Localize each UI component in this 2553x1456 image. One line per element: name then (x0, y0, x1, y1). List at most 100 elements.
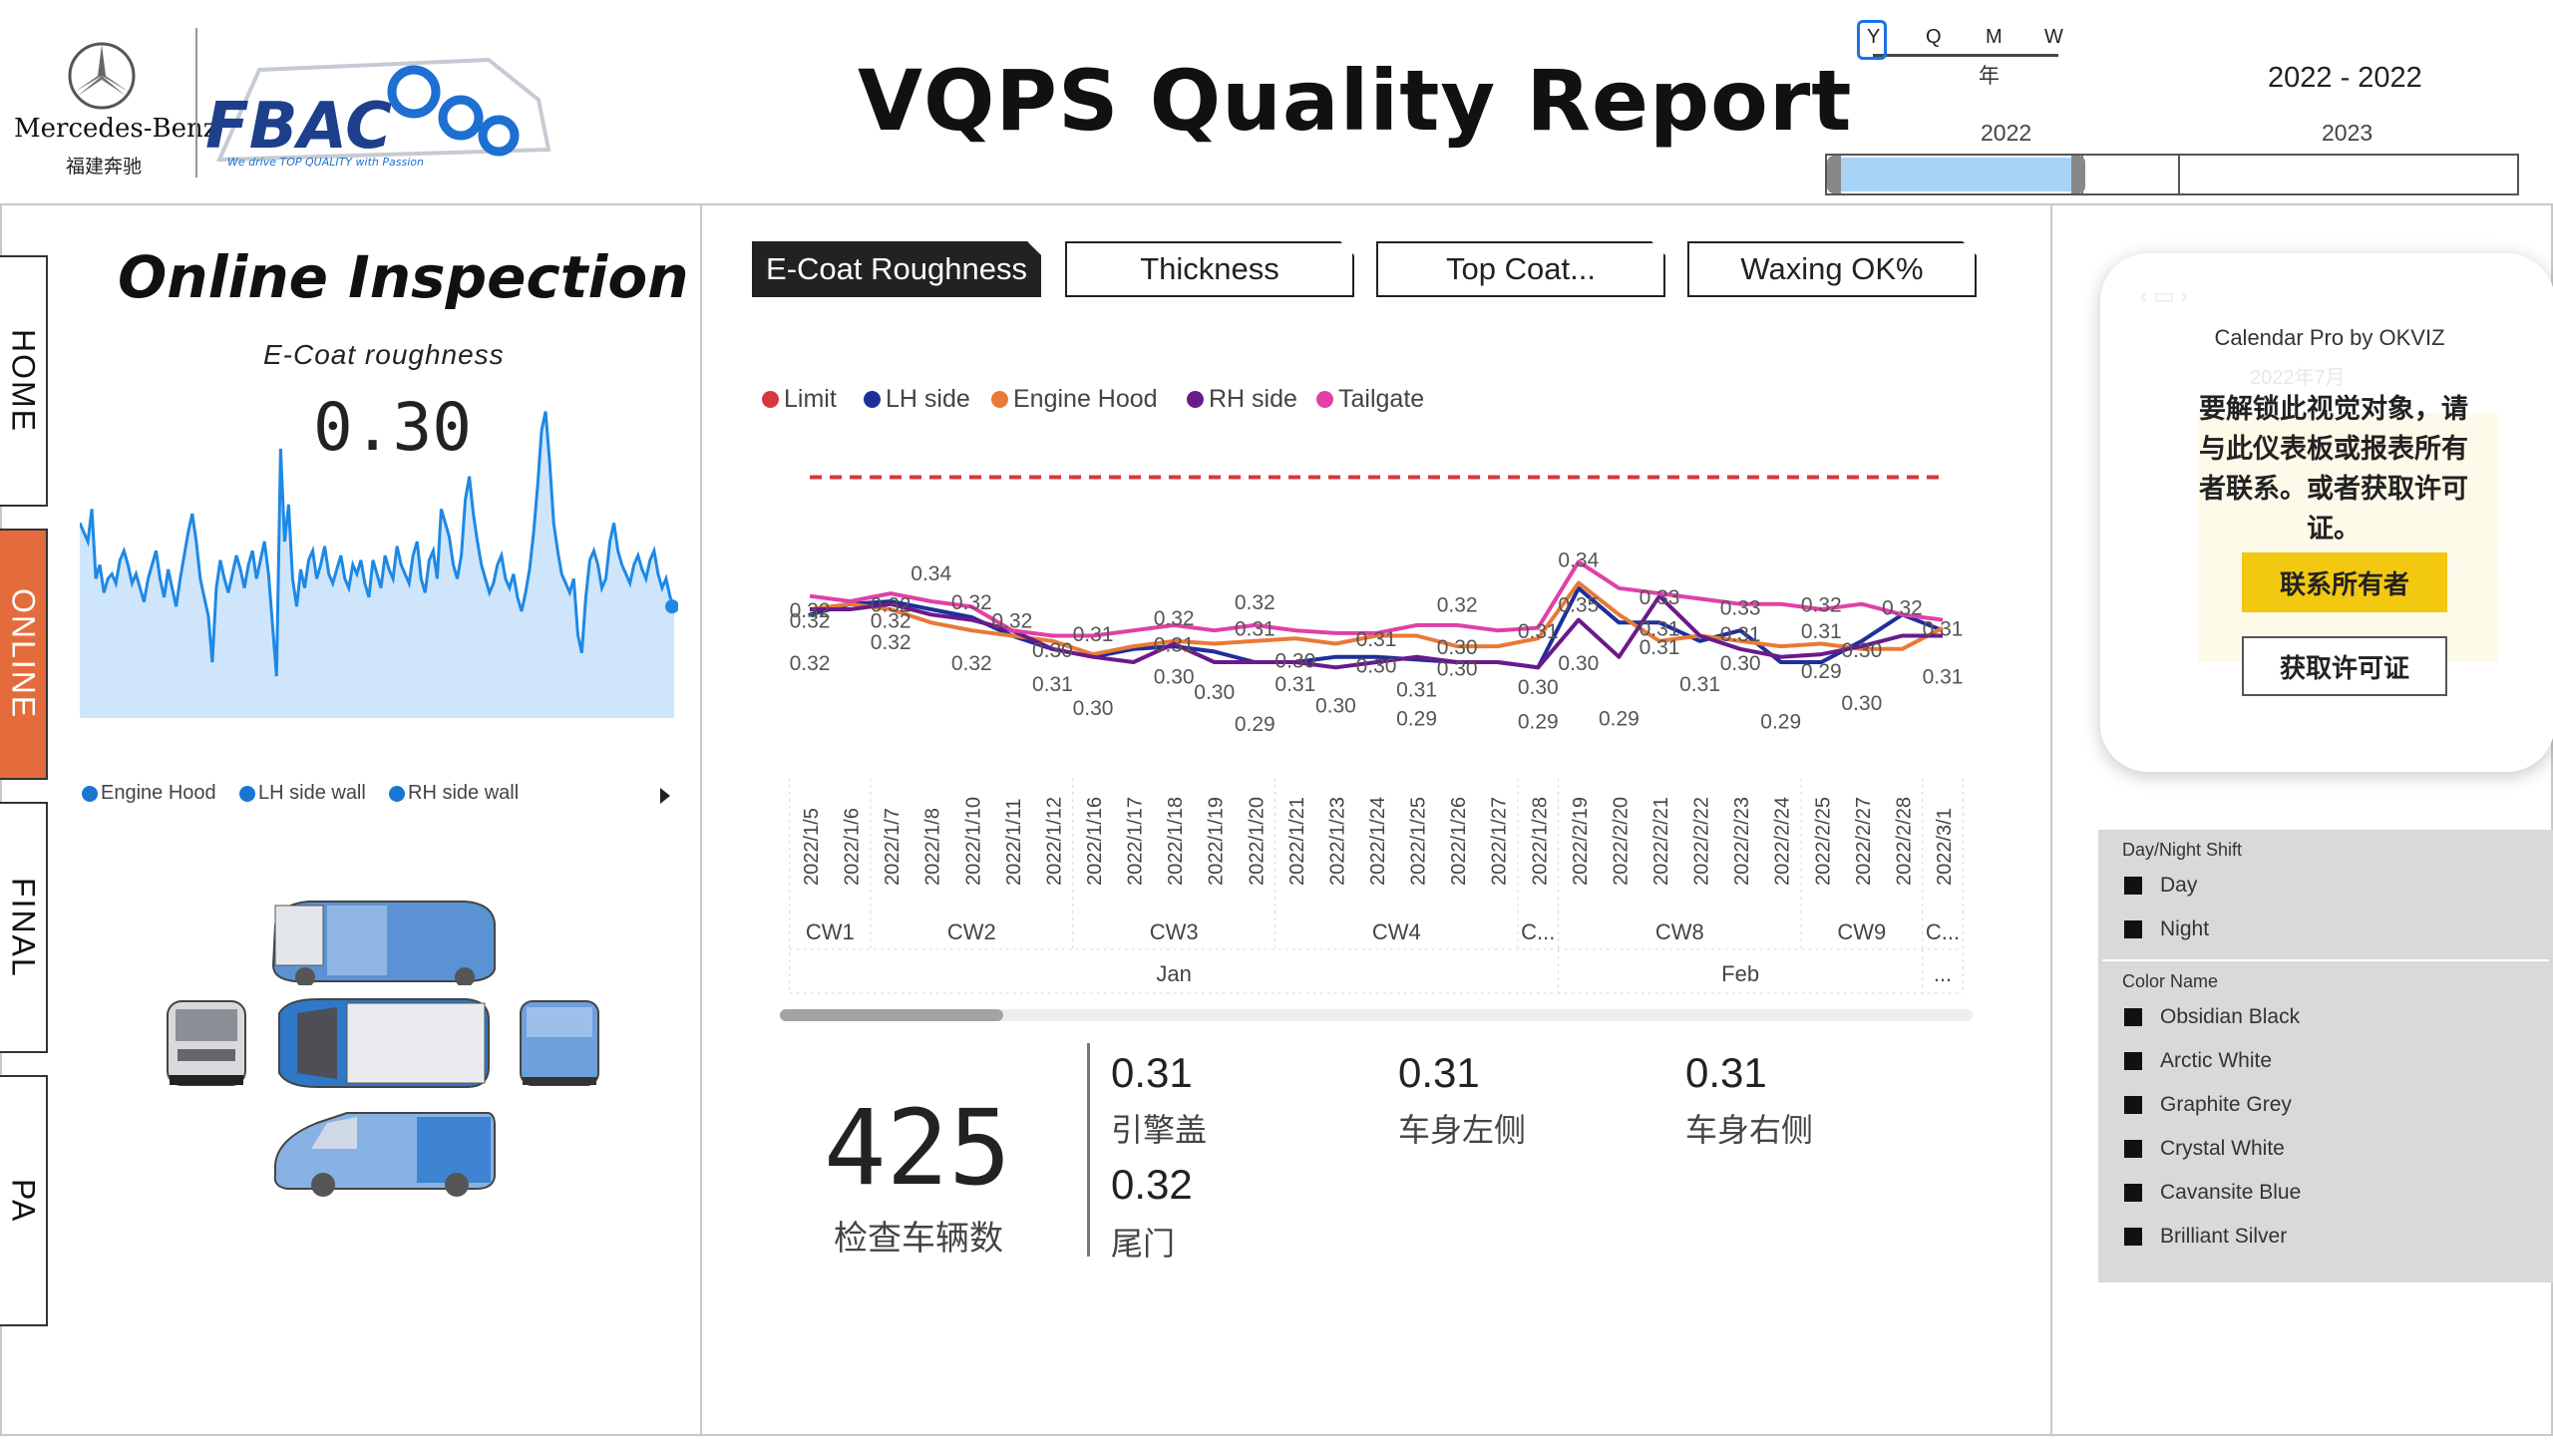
color-option-graphite-grey[interactable]: Graphite Grey (2124, 1093, 2292, 1117)
x-tick-label: 2022/2/23 (1731, 797, 1753, 886)
data-label: 0.33 (1720, 596, 1761, 619)
data-label: 0.30 (1073, 697, 1114, 720)
nav-tab-online[interactable]: ONLINE (0, 529, 48, 780)
data-label: 0.32 (991, 610, 1032, 633)
chart-legend-limit[interactable]: Limit (762, 385, 837, 414)
granularity-w[interactable]: W (2044, 26, 2063, 48)
legend-label: RH side wall (408, 782, 520, 804)
series-line-tailgate[interactable] (809, 559, 1944, 638)
data-label: 0.30 (1275, 649, 1315, 672)
get-license-button[interactable]: 获取许可证 (2242, 636, 2447, 696)
spark-legend-rh-side-wall[interactable]: RH side wall (389, 782, 519, 805)
color-option-crystal-white[interactable]: Crystal White (2124, 1137, 2285, 1161)
van-top-view-side[interactable] (265, 896, 499, 985)
checkbox[interactable] (2124, 877, 2142, 895)
data-label: 0.31 (1923, 665, 1964, 688)
checkbox[interactable] (2124, 1008, 2142, 1026)
week-label: CW2 (947, 919, 996, 944)
checkbox[interactable] (2124, 1184, 2142, 1202)
granularity-m[interactable]: M (1986, 26, 2003, 48)
shift-option-day[interactable]: Day (2124, 874, 2197, 898)
granularity-selected-box[interactable] (1857, 20, 1887, 60)
timeline-handle-left[interactable] (1827, 156, 1841, 193)
shift-option-night[interactable]: Night (2124, 917, 2209, 941)
x-tick-label: 2022/1/10 (962, 797, 984, 886)
nav-tab-home-label: HOME (5, 329, 42, 433)
data-label: 0.32 (1801, 594, 1842, 617)
contact-owner-button[interactable]: 联系所有者 (2242, 552, 2447, 612)
van-front-view[interactable] (162, 995, 251, 1091)
spark-legend-lh-side-wall[interactable]: LH side wall (239, 782, 366, 805)
legend-label: Engine Hood (1013, 385, 1158, 413)
data-label: 0.29 (1518, 710, 1559, 733)
chart-legend-lh-side[interactable]: LH side (864, 385, 970, 414)
series-line-engine-hood[interactable] (809, 580, 1944, 657)
timeline-bar[interactable] (1825, 154, 2519, 195)
data-label: 0.30 (1154, 665, 1195, 688)
chart-scrollbar-track[interactable] (780, 1009, 1973, 1021)
data-label: 0.32 (1235, 591, 1276, 614)
color-option-cavansite-blue[interactable]: Cavansite Blue (2124, 1181, 2301, 1205)
tab-ecoat-roughness[interactable]: E-Coat Roughness (752, 241, 1041, 297)
checkbox[interactable] (2124, 1140, 2142, 1158)
data-label: 0.34 (911, 562, 951, 585)
chart-legend-engine-hood[interactable]: Engine Hood (991, 385, 1158, 414)
kpi-lh-side-value: 0.31 (1398, 1049, 1480, 1096)
x-tick-label: 2022/1/6 (842, 808, 864, 886)
van-rear-view[interactable] (517, 995, 602, 1091)
week-label: CW3 (1150, 919, 1199, 944)
x-tick-label: 2022/1/25 (1408, 797, 1430, 886)
van-side-view[interactable] (267, 1105, 499, 1197)
data-label: 0.31 (1356, 628, 1397, 651)
x-tick-label: 2022/1/17 (1125, 797, 1147, 886)
kpi-rh-side-label: 车身右侧 (1685, 1112, 1814, 1148)
checkbox[interactable] (2124, 920, 2142, 938)
van-roof-view[interactable] (267, 995, 493, 1091)
x-tick-label: 2022/1/19 (1206, 797, 1228, 886)
checkbox[interactable] (2124, 1228, 2142, 1246)
granularity-track (1873, 54, 2058, 57)
nav-tab-pa[interactable]: PA (0, 1075, 48, 1326)
roughness-sparkline[interactable] (80, 389, 678, 720)
color-option-obsidian-black[interactable]: Obsidian Black (2124, 1005, 2300, 1029)
granularity-slicer[interactable]: Y Q M W (1855, 14, 2074, 74)
nav-tab-final[interactable]: FINAL (0, 802, 48, 1053)
option-label: Night (2160, 917, 2210, 940)
option-label: Obsidian Black (2160, 1005, 2301, 1028)
roughness-chart-panel (700, 203, 2052, 1436)
timeline-selection[interactable] (1831, 158, 2080, 191)
inspected-vehicles-count: 425 (824, 1087, 1011, 1209)
tab-thickness[interactable]: Thickness (1065, 241, 1354, 297)
roughness-line-chart[interactable]: 0.320.320.320.320.320.320.340.320.320.32… (768, 439, 1985, 1007)
chart-legend-rh-side[interactable]: RH side (1187, 385, 1297, 414)
chart-scrollbar-thumb[interactable] (780, 1009, 1003, 1021)
legend-label: Engine Hood (101, 782, 216, 804)
tab-waxing-ok[interactable]: Waxing OK% (1687, 241, 1977, 297)
chart-legend-tailgate[interactable]: Tailgate (1316, 385, 1424, 414)
checkbox[interactable] (2124, 1052, 2142, 1070)
granularity-y[interactable]: Y (1867, 26, 1881, 48)
data-label: 0.30 (1841, 692, 1882, 715)
kpi-tailgate-value: 0.32 (1111, 1161, 1193, 1208)
timeline-handle-right[interactable] (2071, 156, 2086, 193)
inspected-vehicles-label: 检查车辆数 (834, 1220, 1003, 1258)
data-label: 0.32 (790, 652, 831, 675)
week-label: C... (1926, 919, 1960, 944)
data-label: 0.32 (790, 599, 831, 622)
color-option-arctic-white[interactable]: Arctic White (2124, 1049, 2272, 1073)
color-option-brilliant-silver[interactable]: Brilliant Silver (2124, 1225, 2287, 1249)
granularity-q[interactable]: Q (1926, 26, 1942, 48)
legend-next-icon[interactable] (658, 786, 672, 806)
series-line-rh-side[interactable] (810, 593, 1943, 670)
legend-label: RH side (1209, 385, 1297, 413)
data-label: 0.31 (1032, 673, 1073, 696)
month-label: ... (1934, 961, 1952, 986)
x-tick-label: 2022/1/5 (801, 808, 823, 886)
tab-top-coat[interactable]: Top Coat... (1376, 241, 1665, 297)
nav-tab-home[interactable]: HOME (0, 255, 48, 507)
page-title: VQPS Quality Report (858, 52, 1853, 150)
online-inspection-panel (0, 203, 702, 1436)
spark-legend-engine-hood[interactable]: Engine Hood (82, 782, 216, 805)
legend-label: Tailgate (1338, 385, 1425, 413)
checkbox[interactable] (2124, 1096, 2142, 1114)
